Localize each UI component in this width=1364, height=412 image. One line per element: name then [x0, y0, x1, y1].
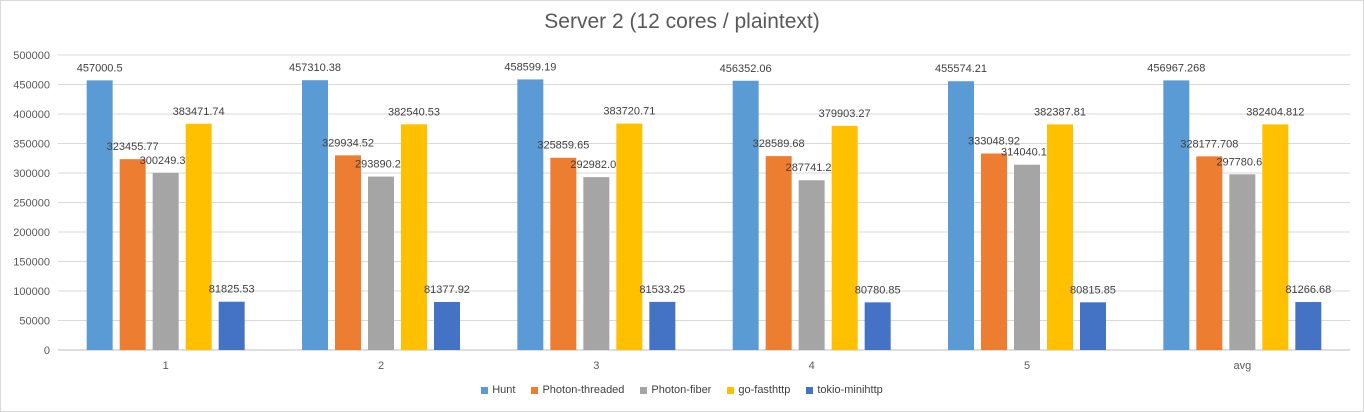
- x-tick-label: 5: [1024, 360, 1030, 372]
- x-tick-label: 3: [593, 360, 599, 372]
- data-label: 456352.06: [720, 63, 772, 75]
- chart-title: Server 2 (12 cores / plaintext): [544, 10, 820, 33]
- legend-label: go-fasthttp: [738, 384, 791, 396]
- x-tick-label: 4: [809, 360, 815, 372]
- bar-go-fasthttp: [1262, 124, 1289, 350]
- bar-hunt: [1163, 80, 1190, 350]
- data-label: 292982.07: [570, 159, 622, 171]
- data-label: 458599.19: [504, 61, 556, 73]
- legend-swatch: [806, 386, 814, 394]
- data-label: 329934.52: [322, 137, 374, 149]
- data-label: 81266.68: [1285, 284, 1331, 296]
- data-label: 80815.85: [1070, 284, 1116, 296]
- data-label: 457000.5: [77, 62, 123, 74]
- bar-go-fasthttp: [616, 123, 643, 350]
- x-tick-label: avg: [1233, 360, 1251, 372]
- legend-swatch: [481, 386, 489, 394]
- bar-photon-threaded: [981, 153, 1007, 350]
- bar-photon-threaded: [1196, 156, 1223, 350]
- data-label: 81533.25: [639, 284, 685, 296]
- bar-hunt: [948, 81, 974, 351]
- data-label: 456967.268: [1147, 62, 1205, 74]
- y-tick-label: 450000: [13, 80, 50, 92]
- y-tick-label: 500000: [13, 50, 50, 62]
- y-tick-label: 250000: [13, 198, 50, 210]
- bar-photon-fiber: [1014, 164, 1040, 350]
- bar-photon-threaded: [550, 157, 577, 350]
- bar-hunt: [517, 79, 544, 350]
- legend-label: Photon-fiber: [651, 384, 712, 396]
- y-tick-label: 50000: [19, 316, 50, 328]
- data-label: 287741.24: [786, 162, 838, 174]
- data-label: 81377.92: [424, 284, 470, 296]
- data-label: 314040.12: [1001, 147, 1053, 159]
- bar-go-fasthttp: [831, 125, 858, 350]
- legend-label: Hunt: [492, 384, 516, 396]
- data-label: 81825.53: [209, 284, 255, 296]
- legend-label: tokio-minihttp: [817, 384, 883, 396]
- legend-item: Photon-fiber: [640, 384, 711, 396]
- bar-photon-fiber: [1229, 174, 1256, 350]
- bar-go-fasthttp: [1047, 124, 1073, 350]
- legend-swatch: [727, 386, 735, 394]
- bar-photon-fiber: [798, 180, 825, 350]
- data-label: 80780.85: [855, 284, 901, 296]
- bar-photon-fiber: [368, 176, 394, 350]
- data-label: 379903.27: [819, 108, 871, 120]
- x-tick-label: 1: [163, 360, 169, 372]
- bar-hunt: [86, 80, 113, 351]
- data-label: 455574.21: [935, 63, 987, 75]
- data-label: 293890.25: [355, 159, 407, 171]
- y-tick-label: 0: [44, 345, 50, 357]
- bar-tokio-minihttp: [434, 301, 460, 350]
- chart-legend: Hunt Photon-threaded Photon-fiber go-fastht…: [0, 384, 1364, 396]
- y-tick-label: 150000: [13, 257, 50, 269]
- data-label: 300249.37: [140, 155, 192, 167]
- data-label: 383720.71: [603, 106, 655, 118]
- y-tick-label: 100000: [13, 286, 50, 298]
- bar-photon-fiber: [583, 177, 610, 350]
- y-tick-label: 350000: [13, 139, 50, 151]
- data-label: 383471.74: [173, 106, 225, 118]
- legend-swatch: [531, 386, 539, 394]
- bar-photon-threaded: [119, 159, 146, 350]
- legend-label: Photon-threaded: [542, 384, 625, 396]
- legend-swatch: [640, 386, 648, 394]
- bar-go-fasthttp: [185, 123, 212, 350]
- y-tick-label: 400000: [13, 109, 50, 121]
- data-label: 382387.81: [1034, 106, 1086, 118]
- y-tick-label: 200000: [13, 227, 50, 239]
- data-label: 325859.65: [537, 140, 589, 152]
- bar-hunt: [302, 80, 328, 350]
- y-tick-label: 300000: [13, 168, 50, 180]
- bar-photon-threaded: [335, 155, 361, 350]
- bar-tokio-minihttp: [218, 301, 245, 350]
- legend-item: go-fasthttp: [727, 384, 790, 396]
- data-label: 328589.68: [753, 138, 805, 150]
- legend-item: Photon-threaded: [531, 384, 624, 396]
- data-label: 382404.812: [1246, 106, 1304, 118]
- bar-photon-fiber: [152, 172, 179, 350]
- bar-tokio-minihttp: [649, 301, 676, 350]
- data-label: 328177.708: [1180, 138, 1238, 150]
- bar-hunt: [732, 80, 759, 350]
- data-label: 333048.92: [968, 136, 1020, 148]
- legend-item: Hunt: [481, 384, 515, 396]
- data-label: 323455.77: [107, 141, 159, 153]
- data-label: 457310.38: [289, 62, 341, 74]
- bar-photon-threaded: [765, 156, 792, 350]
- bar-tokio-minihttp: [1080, 302, 1106, 350]
- bar-tokio-minihttp: [1295, 302, 1322, 350]
- data-label: 297780.61: [1216, 156, 1268, 168]
- legend-item: tokio-minihttp: [806, 384, 883, 396]
- data-label: 382540.53: [388, 106, 440, 118]
- x-tick-label: 2: [378, 360, 384, 372]
- bar-tokio-minihttp: [864, 302, 891, 350]
- bar-go-fasthttp: [401, 124, 427, 350]
